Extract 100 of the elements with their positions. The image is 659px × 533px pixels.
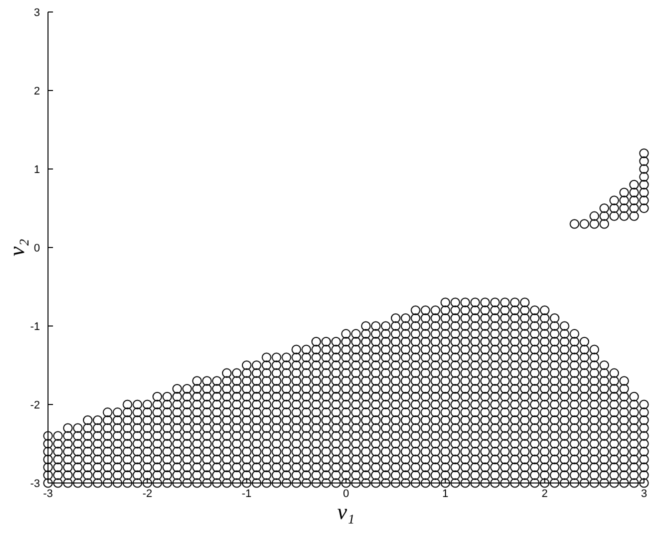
point xyxy=(520,423,530,433)
point xyxy=(609,438,619,449)
point xyxy=(530,438,540,449)
point xyxy=(490,384,500,394)
point xyxy=(619,408,629,418)
point xyxy=(440,400,450,410)
point xyxy=(252,470,262,480)
point xyxy=(371,462,381,472)
point xyxy=(530,392,540,402)
point xyxy=(580,384,590,394)
point xyxy=(162,415,172,425)
point xyxy=(282,376,292,386)
point xyxy=(252,454,262,464)
point xyxy=(262,408,272,418)
point xyxy=(440,470,450,480)
point xyxy=(450,454,460,464)
point xyxy=(480,415,490,425)
point xyxy=(400,344,410,354)
point xyxy=(500,415,510,425)
point xyxy=(142,408,152,418)
point xyxy=(390,423,400,433)
point xyxy=(599,368,610,378)
point xyxy=(430,408,440,418)
point xyxy=(82,438,93,449)
point xyxy=(560,368,570,378)
point xyxy=(380,431,391,441)
point xyxy=(122,438,132,449)
point xyxy=(629,431,639,441)
point xyxy=(570,368,580,378)
point xyxy=(202,470,212,480)
point xyxy=(460,360,470,370)
point xyxy=(371,454,381,464)
point xyxy=(590,400,600,410)
point xyxy=(212,470,222,480)
point xyxy=(311,470,321,480)
point xyxy=(420,431,430,441)
point xyxy=(102,423,112,433)
point xyxy=(242,360,252,370)
point xyxy=(321,462,331,472)
point xyxy=(470,352,480,362)
point xyxy=(182,478,192,488)
point xyxy=(152,400,162,410)
point xyxy=(252,462,262,472)
point xyxy=(292,454,302,464)
point xyxy=(301,368,312,378)
point xyxy=(460,306,470,316)
point xyxy=(361,478,371,488)
point xyxy=(530,400,540,410)
point xyxy=(102,462,112,472)
point xyxy=(112,408,122,418)
point xyxy=(530,462,540,472)
point xyxy=(371,384,381,394)
point xyxy=(222,470,232,480)
point xyxy=(311,360,321,370)
point xyxy=(520,384,530,394)
point xyxy=(460,344,470,354)
point xyxy=(440,329,450,339)
point xyxy=(292,431,302,441)
point xyxy=(540,438,550,449)
point xyxy=(580,336,590,346)
point xyxy=(292,462,302,472)
point xyxy=(192,454,202,464)
point xyxy=(420,408,430,418)
point xyxy=(82,423,93,433)
point xyxy=(560,470,570,480)
point xyxy=(390,431,400,441)
point xyxy=(460,408,470,418)
point xyxy=(510,462,520,472)
point xyxy=(262,446,272,456)
point xyxy=(132,423,142,433)
point xyxy=(390,408,400,418)
point xyxy=(142,454,152,464)
point xyxy=(460,384,470,394)
point xyxy=(202,446,212,456)
point xyxy=(252,431,262,441)
point xyxy=(510,321,520,331)
point xyxy=(639,446,649,456)
y-tick-label: -2 xyxy=(30,400,40,412)
point xyxy=(480,336,490,346)
point xyxy=(351,431,361,441)
point xyxy=(430,454,440,464)
point xyxy=(371,423,381,433)
point xyxy=(182,446,192,456)
point xyxy=(43,454,53,464)
point xyxy=(182,384,192,394)
point xyxy=(420,470,430,480)
point xyxy=(550,431,560,441)
point xyxy=(172,423,182,433)
point xyxy=(202,423,212,433)
point xyxy=(331,431,341,441)
point xyxy=(560,321,570,331)
point xyxy=(252,408,262,418)
point xyxy=(599,454,610,464)
point xyxy=(609,462,619,472)
point xyxy=(351,446,361,456)
point xyxy=(122,431,132,441)
point xyxy=(609,368,619,378)
point xyxy=(480,462,490,472)
point xyxy=(560,478,570,488)
point xyxy=(311,384,321,394)
